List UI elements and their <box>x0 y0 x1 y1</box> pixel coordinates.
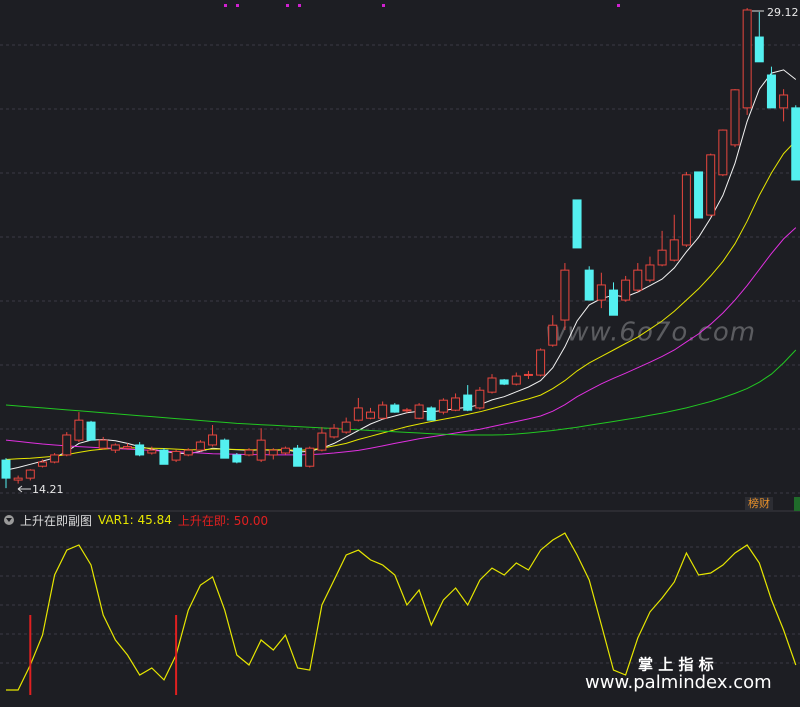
candle-body <box>256 439 266 461</box>
sub-header: 上升在即副图 VAR1: 45.84 上升在即: 50.00 <box>4 512 268 528</box>
candle-body <box>766 74 776 109</box>
candle-body <box>147 449 157 454</box>
grid <box>0 44 800 664</box>
candle-body <box>463 394 473 411</box>
watermark: www.6o7o.com <box>545 318 756 348</box>
candle-body <box>438 399 448 413</box>
readout-label: VAR1: <box>98 513 134 527</box>
candle-body <box>609 289 618 316</box>
candle-body <box>560 269 570 321</box>
candle-body <box>572 199 582 249</box>
candle-body <box>110 444 120 451</box>
candle-body <box>341 421 351 433</box>
candle-body <box>50 454 60 463</box>
candle-body <box>293 447 303 467</box>
readout-label: 上升在即: <box>177 513 230 528</box>
tab-partial[interactable] <box>794 497 800 511</box>
candle-body <box>511 375 521 385</box>
candle-body <box>754 36 764 63</box>
candle-body <box>451 397 461 411</box>
candle-body <box>694 171 704 219</box>
candle-body <box>402 409 412 412</box>
top-dots <box>224 4 620 7</box>
candle-body <box>669 239 679 261</box>
candle-body <box>244 449 254 456</box>
candle-body <box>25 469 35 479</box>
candle-body <box>195 441 205 451</box>
candle-body <box>208 434 218 446</box>
candle-body <box>378 404 388 419</box>
candle-body <box>183 449 193 456</box>
collapse-icon[interactable] <box>4 515 14 525</box>
candle-body <box>135 444 145 456</box>
candle-body <box>390 404 400 413</box>
candle-body <box>681 174 691 246</box>
candle-body <box>305 447 315 467</box>
ma-line <box>5 349 797 436</box>
sub-title: 上升在即副图 <box>20 513 93 528</box>
candle-body <box>523 373 533 376</box>
candle-body <box>414 404 424 419</box>
candle-body <box>232 454 242 463</box>
candle-body <box>353 407 363 421</box>
candle-body <box>791 107 800 181</box>
candle-body <box>37 461 47 467</box>
candle-body <box>718 129 728 176</box>
candle-body <box>98 439 108 449</box>
candle-body <box>171 450 181 461</box>
candle-body <box>596 284 606 301</box>
candle-body <box>633 269 643 291</box>
candle-body <box>317 432 327 451</box>
high-label: 29.12 <box>767 6 799 19</box>
candle-body <box>475 389 485 409</box>
candle-body <box>86 421 96 441</box>
readout-value: 50.00 <box>233 513 269 528</box>
candle-body <box>742 9 752 109</box>
candle-body <box>74 419 84 441</box>
readout: 上升在即: 50.00 <box>178 512 268 529</box>
candle-body <box>706 154 716 216</box>
candle-body <box>779 94 789 109</box>
candle-body <box>548 324 558 346</box>
candle-body <box>366 411 375 419</box>
candle-body <box>13 477 23 481</box>
osc-line <box>6 532 797 691</box>
candle-body <box>584 269 594 301</box>
readout-value: 45.84 <box>137 513 172 527</box>
candle-body <box>621 279 631 301</box>
ma-line <box>5 140 797 460</box>
brand: 掌 上 指 标 <box>638 656 714 674</box>
low-label: 14.21 <box>32 483 64 496</box>
candle-body <box>1 459 11 479</box>
plot <box>1 8 800 695</box>
candle-body <box>487 377 497 393</box>
low-arrow-head <box>17 485 23 493</box>
candle-body <box>62 434 72 456</box>
candle-body <box>123 446 132 449</box>
candle-body <box>657 249 667 266</box>
candle-body <box>645 264 655 281</box>
candle-body <box>730 89 740 146</box>
site: www.palmindex.com <box>585 672 772 693</box>
candle-body <box>220 439 230 459</box>
candle-body <box>329 427 339 438</box>
candle-body <box>499 379 509 385</box>
candle-body <box>159 449 169 465</box>
tab[interactable]: 榜财 <box>745 497 773 511</box>
candle-body <box>536 349 546 376</box>
readout: VAR1: 45.84 <box>98 513 172 527</box>
candle-body <box>426 407 436 421</box>
candle-body <box>268 449 278 456</box>
candle-body <box>280 447 290 454</box>
